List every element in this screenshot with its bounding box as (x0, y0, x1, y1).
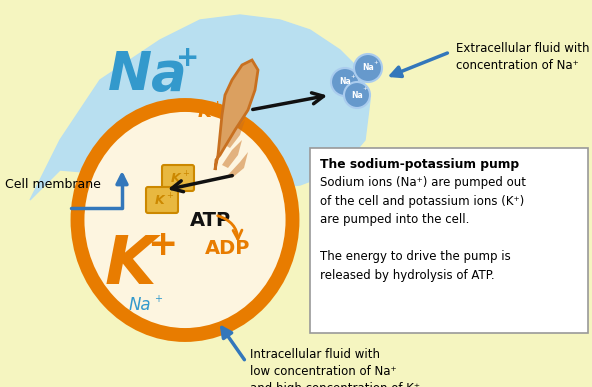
Text: +: + (374, 60, 378, 65)
Text: +: + (213, 100, 223, 110)
Text: Cell membrane: Cell membrane (5, 178, 101, 192)
Text: K: K (171, 171, 181, 185)
Circle shape (354, 54, 382, 82)
Circle shape (344, 82, 370, 108)
Text: Intracellular fluid with
low concentration of Na⁺
and high concentration of K⁺: Intracellular fluid with low concentrati… (250, 348, 420, 387)
Text: +: + (166, 190, 173, 200)
Text: K: K (155, 194, 165, 207)
Circle shape (331, 68, 359, 96)
Text: K: K (104, 232, 156, 298)
Text: +: + (154, 294, 162, 304)
Text: Sodium ions (Na⁺) are pumped out
of the cell and potassium ions (K⁺)
are pumped : Sodium ions (Na⁺) are pumped out of the … (320, 176, 526, 281)
Text: Na: Na (108, 49, 188, 101)
Text: Na: Na (351, 91, 363, 99)
Polygon shape (30, 15, 370, 200)
Text: +: + (182, 168, 189, 178)
Text: The sodium-potassium pump: The sodium-potassium pump (320, 158, 519, 171)
Polygon shape (228, 152, 248, 178)
Ellipse shape (78, 105, 292, 335)
Text: ATP: ATP (189, 211, 230, 229)
Polygon shape (222, 140, 242, 168)
Text: +: + (176, 44, 200, 72)
Text: Na: Na (128, 296, 152, 314)
Text: K: K (198, 103, 212, 121)
Polygon shape (215, 60, 258, 170)
Text: +: + (363, 87, 368, 91)
FancyBboxPatch shape (162, 165, 194, 191)
Text: Extracellular fluid with high
concentration of Na⁺: Extracellular fluid with high concentrat… (456, 42, 592, 72)
Text: Na: Na (362, 63, 374, 72)
Text: +: + (350, 74, 355, 79)
Text: Na: Na (339, 77, 351, 87)
Polygon shape (225, 120, 245, 148)
Text: ADP: ADP (205, 238, 250, 257)
Text: +: + (147, 228, 177, 262)
FancyBboxPatch shape (146, 187, 178, 213)
FancyBboxPatch shape (310, 148, 588, 333)
